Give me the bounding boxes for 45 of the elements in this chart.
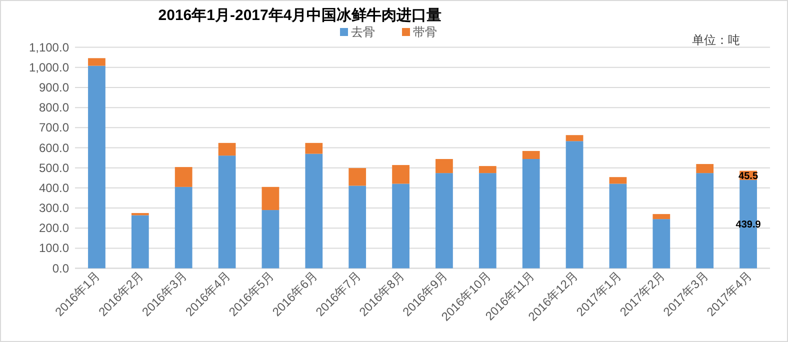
bar (566, 141, 584, 268)
y-tick-label: 700.0 (38, 120, 70, 135)
bar (696, 173, 714, 268)
chart-title: 2016年1月-2017年4月中国冰鲜牛肉进口量 (158, 7, 442, 24)
bar (436, 173, 453, 268)
y-tick-label: 800.0 (38, 100, 70, 115)
bar (609, 184, 627, 268)
y-tick-label: 200.0 (38, 221, 70, 236)
bar (609, 177, 627, 184)
bar (392, 165, 410, 184)
bar (652, 214, 670, 220)
bar (88, 66, 106, 268)
y-tick-label: 400.0 (38, 180, 70, 195)
bar (262, 210, 280, 268)
bar (305, 142, 323, 154)
legend-label: 去骨 (351, 25, 375, 39)
bar (88, 58, 106, 66)
bar (696, 164, 714, 174)
bar (348, 168, 366, 186)
bar (478, 173, 496, 268)
legend-label: 带骨 (413, 25, 437, 39)
bar (392, 184, 410, 268)
bar (436, 159, 453, 174)
bar (131, 215, 149, 268)
y-tick-label: 500.0 (38, 160, 70, 175)
text: 单位：吨 (692, 33, 740, 47)
bar (478, 166, 496, 174)
bar (305, 154, 323, 268)
bar (522, 159, 540, 268)
y-tick-label: 1,000.0 (28, 60, 70, 74)
y-tick-label: 300.0 (38, 201, 70, 216)
y-tick-label: 600.0 (38, 140, 70, 155)
y-tick-label: 0.0 (52, 261, 70, 276)
bar (218, 156, 236, 268)
y-tick-label: 100.0 (38, 241, 70, 256)
bar (174, 186, 192, 268)
y-tick-label: 1,100.0 (28, 40, 70, 54)
bar (348, 186, 366, 268)
bar (262, 186, 280, 210)
bar (218, 142, 236, 156)
bar (566, 135, 584, 142)
bar (174, 167, 192, 187)
bar (652, 219, 670, 268)
y-tick-label: 900.0 (38, 80, 70, 94)
bar (522, 150, 540, 160)
